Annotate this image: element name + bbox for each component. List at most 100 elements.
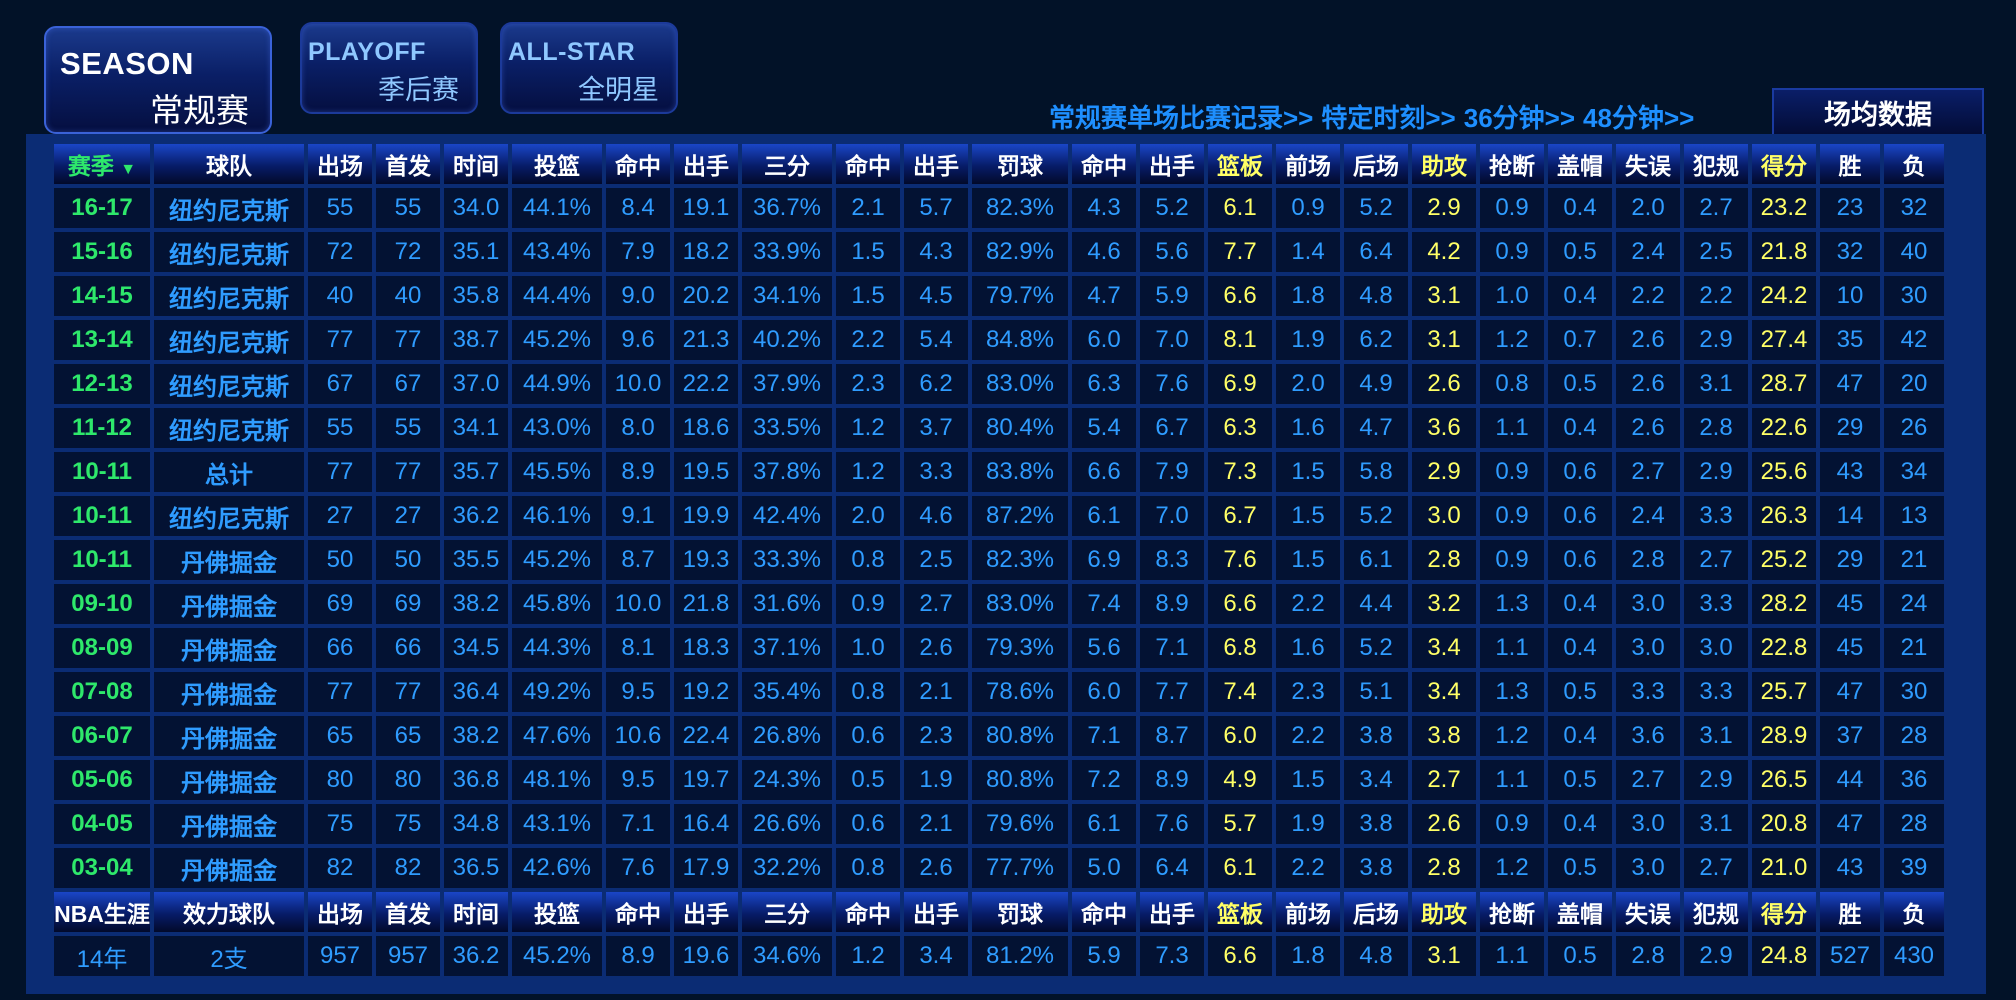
column-header-losses[interactable]: 负 [1884, 892, 1944, 932]
column-header-threea[interactable]: 出手 [904, 892, 968, 932]
column-header-threea[interactable]: 出手 [904, 144, 968, 184]
table-row[interactable]: 09-10 丹佛掘金 69 69 38.2 45.8% 10.0 21.8 31.6% 0.9 2.… [54, 584, 1944, 624]
column-header-threem[interactable]: 命中 [836, 892, 900, 932]
column-header-minutes[interactable]: 时间 [444, 144, 508, 184]
column-header-fg-pct[interactable]: 投篮 [512, 144, 602, 184]
column-header-ft-pct[interactable]: 罚球 [972, 144, 1068, 184]
cell-threem: 0.6 [836, 716, 900, 756]
column-header-season[interactable]: NBA生涯 [54, 892, 150, 932]
column-header-team[interactable]: 球队 [154, 144, 304, 184]
column-header-three-pct[interactable]: 三分 [742, 144, 832, 184]
column-header-season[interactable]: 赛季 ▼ [54, 144, 150, 184]
column-header-def-rebounds[interactable]: 后场 [1344, 892, 1408, 932]
table-row[interactable]: 06-07 丹佛掘金 65 65 38.2 47.6% 10.6 22.4 26.8% 0.6 2.… [54, 716, 1944, 756]
cell-team[interactable]: 丹佛掘金 [154, 716, 304, 756]
tab-playoff[interactable]: PLAYOFF 季后赛 [300, 22, 478, 114]
column-header-points[interactable]: 得分 [1752, 144, 1816, 184]
cell-team[interactable]: 丹佛掘金 [154, 804, 304, 844]
column-header-starts[interactable]: 首发 [376, 892, 440, 932]
table-row[interactable]: 03-04 丹佛掘金 82 82 36.5 42.6% 7.6 17.9 32.2% 0.8 2.6… [54, 848, 1944, 888]
cell-team[interactable]: 丹佛掘金 [154, 584, 304, 624]
column-header-fga[interactable]: 出手 [674, 144, 738, 184]
cell-team[interactable]: 纽约尼克斯 [154, 320, 304, 360]
table-row[interactable]: 10-11 纽约尼克斯 27 27 36.2 46.1% 9.1 19.9 42.4% 2.0 4.… [54, 496, 1944, 536]
link-specific-moments[interactable]: 特定时刻>> [1321, 103, 1456, 133]
cell-ftm: 5.4 [1072, 408, 1136, 448]
link-per-36-minutes[interactable]: 36分钟>> [1463, 103, 1576, 133]
column-header-blocks[interactable]: 盖帽 [1548, 892, 1612, 932]
column-header-fouls[interactable]: 犯规 [1684, 892, 1748, 932]
cell-team[interactable]: 丹佛掘金 [154, 628, 304, 668]
table-row[interactable]: 07-08 丹佛掘金 77 77 36.4 49.2% 9.5 19.2 35.4% 0.8 2.1… [54, 672, 1944, 712]
cell-wins: 45 [1820, 628, 1880, 668]
cell-fouls: 3.3 [1684, 584, 1748, 624]
column-header-wins[interactable]: 胜 [1820, 892, 1880, 932]
column-header-blocks[interactable]: 盖帽 [1548, 144, 1612, 184]
table-row[interactable]: 08-09 丹佛掘金 66 66 34.5 44.3% 8.1 18.3 37.1% 1.0 2.6… [54, 628, 1944, 668]
cell-team[interactable]: 丹佛掘金 [154, 540, 304, 580]
cell-wins: 44 [1820, 760, 1880, 800]
cell-team[interactable]: 纽约尼克斯 [154, 496, 304, 536]
column-header-fgm[interactable]: 命中 [606, 892, 670, 932]
column-header-steals[interactable]: 抢断 [1480, 144, 1544, 184]
cell-steals: 1.2 [1480, 320, 1544, 360]
column-header-assists[interactable]: 助攻 [1412, 144, 1476, 184]
table-row[interactable]: 14-15 纽约尼克斯 40 40 35.8 44.4% 9.0 20.2 34.1% 1.5 4.… [54, 276, 1944, 316]
cell-team[interactable]: 丹佛掘金 [154, 760, 304, 800]
column-header-points[interactable]: 得分 [1752, 892, 1816, 932]
column-header-fta[interactable]: 出手 [1140, 892, 1204, 932]
column-header-minutes[interactable]: 时间 [444, 892, 508, 932]
column-header-off-rebounds[interactable]: 前场 [1276, 144, 1340, 184]
table-row[interactable]: 10-11 总计 77 77 35.7 45.5% 8.9 19.5 37.8% 1.2 3.3 83… [54, 452, 1944, 492]
column-header-ftm[interactable]: 命中 [1072, 892, 1136, 932]
cell-team[interactable]: 总计 [154, 452, 304, 492]
table-row[interactable]: 16-17 纽约尼克斯 55 55 34.0 44.1% 8.4 19.1 36.7% 2.1 5.… [54, 188, 1944, 228]
column-header-fgm[interactable]: 命中 [606, 144, 670, 184]
tab-allstar[interactable]: ALL-STAR 全明星 [500, 22, 678, 114]
tab-per-game-averages[interactable]: 场均数据 [1772, 88, 1984, 134]
column-header-fouls[interactable]: 犯规 [1684, 144, 1748, 184]
cell-team[interactable]: 纽约尼克斯 [154, 276, 304, 316]
table-row[interactable]: 05-06 丹佛掘金 80 80 36.8 48.1% 9.5 19.7 24.3% 0.5 1.9… [54, 760, 1944, 800]
column-header-ft-pct[interactable]: 罚球 [972, 892, 1068, 932]
table-row[interactable]: 10-11 丹佛掘金 50 50 35.5 45.2% 8.7 19.3 33.3% 0.8 2.5… [54, 540, 1944, 580]
cell-off-rebounds: 2.2 [1276, 716, 1340, 756]
cell-team[interactable]: 丹佛掘金 [154, 848, 304, 888]
career-cell-fga: 19.6 [674, 936, 738, 976]
column-header-off-rebounds[interactable]: 前场 [1276, 892, 1340, 932]
column-header-starts[interactable]: 首发 [376, 144, 440, 184]
column-header-assists[interactable]: 助攻 [1412, 892, 1476, 932]
table-row[interactable]: 12-13 纽约尼克斯 67 67 37.0 44.9% 10.0 22.2 37.9% 2.3 6… [54, 364, 1944, 404]
cell-fta: 7.1 [1140, 628, 1204, 668]
column-header-games[interactable]: 出场 [308, 892, 372, 932]
column-header-rebounds[interactable]: 篮板 [1208, 144, 1272, 184]
column-header-games[interactable]: 出场 [308, 144, 372, 184]
link-single-game-records[interactable]: 常规赛单场比赛记录>> [1049, 103, 1314, 133]
cell-team[interactable]: 丹佛掘金 [154, 672, 304, 712]
column-header-three-pct[interactable]: 三分 [742, 892, 832, 932]
cell-team[interactable]: 纽约尼克斯 [154, 364, 304, 404]
table-row[interactable]: 13-14 纽约尼克斯 77 77 38.7 45.2% 9.6 21.3 40.2% 2.2 5.… [54, 320, 1944, 360]
cell-team[interactable]: 纽约尼克斯 [154, 408, 304, 448]
column-header-wins[interactable]: 胜 [1820, 144, 1880, 184]
column-header-team[interactable]: 效力球队 [154, 892, 304, 932]
cell-team[interactable]: 纽约尼克斯 [154, 188, 304, 228]
cell-team[interactable]: 纽约尼克斯 [154, 232, 304, 272]
column-header-turnovers[interactable]: 失误 [1616, 144, 1680, 184]
column-header-fga[interactable]: 出手 [674, 892, 738, 932]
column-header-fg-pct[interactable]: 投篮 [512, 892, 602, 932]
column-header-fta[interactable]: 出手 [1140, 144, 1204, 184]
column-header-rebounds[interactable]: 篮板 [1208, 892, 1272, 932]
cell-fga: 18.2 [674, 232, 738, 272]
column-header-threem[interactable]: 命中 [836, 144, 900, 184]
tab-season[interactable]: SEASON 常规赛 [44, 26, 272, 134]
table-row[interactable]: 11-12 纽约尼克斯 55 55 34.1 43.0% 8.0 18.6 33.5% 1.2 3.… [54, 408, 1944, 448]
table-row[interactable]: 04-05 丹佛掘金 75 75 34.8 43.1% 7.1 16.4 26.6% 0.6 2.1… [54, 804, 1944, 844]
table-row[interactable]: 15-16 纽约尼克斯 72 72 35.1 43.4% 7.9 18.2 33.9% 1.5 4.… [54, 232, 1944, 272]
column-header-turnovers[interactable]: 失误 [1616, 892, 1680, 932]
column-header-def-rebounds[interactable]: 后场 [1344, 144, 1408, 184]
link-per-48-minutes[interactable]: 48分钟>> [1583, 103, 1695, 133]
column-header-ftm[interactable]: 命中 [1072, 144, 1136, 184]
column-header-steals[interactable]: 抢断 [1480, 892, 1544, 932]
column-header-losses[interactable]: 负 [1884, 144, 1944, 184]
